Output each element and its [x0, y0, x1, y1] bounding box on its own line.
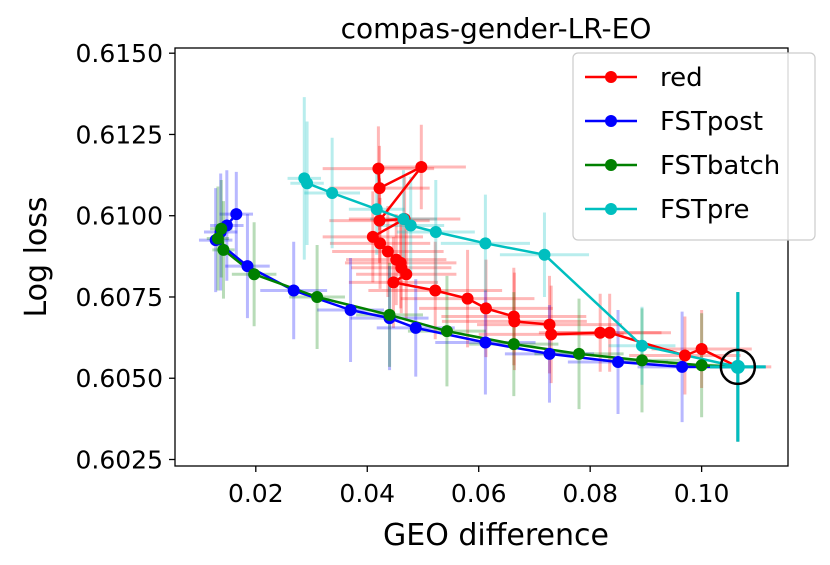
- y-axis: 0.6025 0.6050 0.6075 0.6100 0.6125 0.6150: [76, 39, 175, 474]
- red-point: [479, 302, 492, 315]
- fstpost-point: [479, 336, 492, 349]
- highlight-circle: [719, 348, 757, 386]
- x-tick-label: 0.02: [228, 479, 284, 508]
- red-point: [400, 268, 413, 281]
- red-point: [508, 315, 521, 328]
- fstbatch-point: [695, 359, 708, 372]
- red-point: [461, 292, 474, 305]
- legend-label-fstpre: FSTpre: [660, 195, 750, 225]
- fstbatch-point: [211, 232, 224, 245]
- fstpre-point: [479, 237, 492, 250]
- fstpost-point: [676, 360, 689, 373]
- fstpost-point: [287, 284, 300, 297]
- y-tick-label: 0.6050: [76, 364, 163, 393]
- fstpost-point: [241, 260, 254, 273]
- legend-label-fstbatch: FSTbatch: [660, 151, 780, 181]
- series-points: [209, 160, 766, 442]
- x-axis: 0.02 0.04 0.06 0.08 0.10: [228, 466, 729, 508]
- x-tick-label: 0.10: [674, 479, 730, 508]
- fstpre-point: [404, 219, 417, 232]
- red-point: [415, 160, 428, 173]
- red-point: [373, 214, 386, 227]
- x-tick-label: 0.08: [562, 479, 618, 508]
- fstbatch-point: [311, 290, 324, 303]
- fstbatch-point: [440, 325, 453, 338]
- fstpost-point: [344, 303, 357, 316]
- fstpre-point: [370, 203, 383, 216]
- legend-marker-fstpost: [605, 115, 617, 127]
- legend-marker-fstpre: [605, 203, 617, 215]
- y-tick-label: 0.6025: [76, 445, 163, 474]
- fstpre-point: [635, 339, 648, 352]
- legend-marker-fstbatch: [605, 159, 617, 171]
- red-point: [387, 276, 400, 289]
- fstbatch-point: [215, 222, 228, 235]
- fstpre-point: [301, 177, 314, 190]
- red-point: [429, 284, 442, 297]
- x-tick-label: 0.06: [451, 479, 507, 508]
- y-tick-label: 0.6150: [76, 39, 163, 68]
- red-point: [695, 342, 708, 355]
- y-tick-label: 0.6125: [76, 120, 163, 149]
- legend-box: [572, 52, 816, 241]
- red-point: [678, 349, 691, 362]
- chart-title: compas-gender-LR-EO: [341, 12, 652, 45]
- fstbatch-point: [507, 338, 520, 351]
- plot-frame: [174, 47, 789, 467]
- legend-label-red: red: [660, 63, 703, 93]
- red-point: [603, 326, 616, 339]
- red-point: [372, 162, 385, 175]
- highlight-point: [730, 359, 745, 374]
- red-point: [545, 328, 558, 341]
- red-point: [373, 182, 386, 195]
- fstbatch-point: [635, 354, 648, 367]
- legend-marker-red: [605, 71, 617, 83]
- x-axis-title: GEO difference: [383, 518, 609, 553]
- fstpre-point: [326, 186, 339, 199]
- fstbatch-point: [383, 308, 396, 321]
- fstpost-point: [409, 321, 422, 334]
- red-point: [543, 318, 556, 331]
- fstpost-point: [543, 347, 556, 360]
- fstbatch-point: [217, 243, 230, 256]
- red-point: [381, 245, 394, 258]
- fstpre-point: [538, 248, 551, 261]
- fstpost-point: [230, 208, 243, 221]
- x-tick-label: 0.04: [339, 479, 395, 508]
- fstbatch-point: [248, 268, 261, 281]
- fstpost-point: [612, 355, 625, 368]
- legend: red FSTpost FSTbatch FSTpre: [572, 52, 816, 241]
- fstpre-point: [429, 225, 442, 238]
- y-tick-label: 0.6100: [76, 202, 163, 231]
- y-axis-title: Log loss: [19, 196, 54, 317]
- fstbatch-point: [573, 347, 586, 360]
- legend-label-fstpost: FSTpost: [660, 107, 763, 137]
- y-tick-label: 0.6075: [76, 283, 163, 312]
- red-point: [374, 237, 387, 250]
- red-point: [594, 326, 607, 339]
